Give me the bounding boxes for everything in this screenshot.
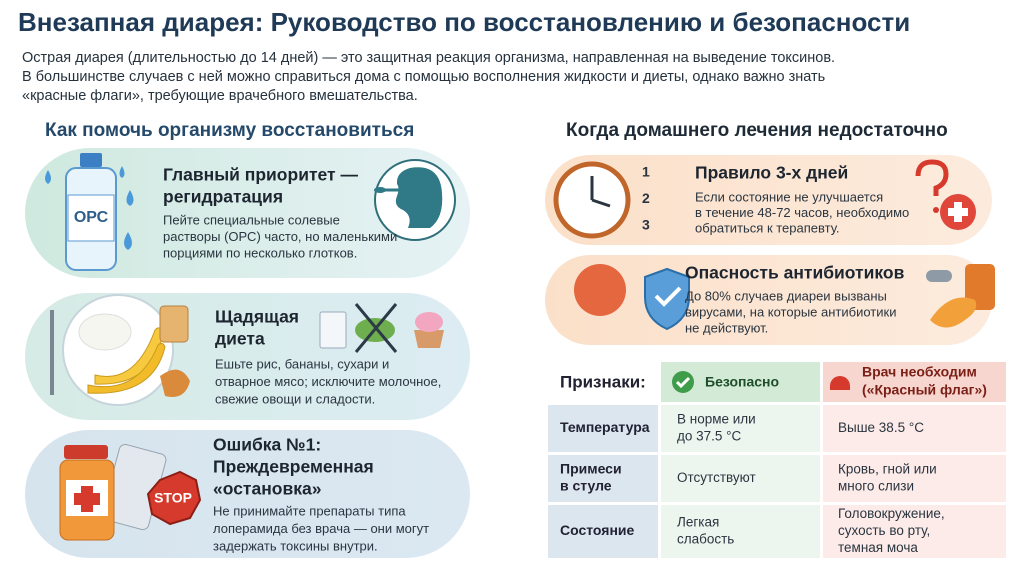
card-text: лоперамида без врача — они могут [213,521,429,536]
card-title: Преждевременная [213,457,374,477]
row-label: Температура [560,419,650,435]
card-bg [545,155,992,245]
card-text: обратиться к терапевту. [695,220,840,235]
card-text: задержать токсины внутри. [213,538,378,553]
row-label: Состояние [560,522,635,538]
table-cell-text: Головокружение, [838,506,945,521]
clock-mark: 2 [642,190,650,206]
card-text: свежие овощи и сладости. [215,391,375,406]
card-text: не действуют. [685,320,768,335]
card-text: в течение 48-72 часов, необходимо [695,205,909,220]
table-cell-text: до 37.5 °C [677,429,742,444]
pills-icon [59,443,202,541]
table-cell-text: Выше 38.5 °C [838,420,924,435]
card-text: До 80% случаев диареи вызваны [685,288,887,303]
card-title: Ошибка №1: [213,435,321,455]
table-cell-text: сухость во рту, [838,523,930,538]
clock-mark: 3 [642,217,650,233]
table-cell-text: Легкая [677,515,719,530]
clock-mark: 1 [642,164,650,180]
card-title: Главный приоритет — [163,165,358,185]
page-title: Внезапная диарея: Руководство по восстан… [18,7,910,37]
card-text: Если состояние не улучшается [695,189,883,204]
section-heading: Как помочь организму восстановиться [45,120,414,141]
card-title: «остановка» [213,479,321,499]
card-title: диета [215,329,265,349]
siren-icon [830,376,850,390]
card-title: Щадящая [215,307,299,327]
table-cell [661,405,820,452]
card-text: отварное мясо; исключите молочное, [215,374,441,389]
table-header: Безопасно [705,374,779,390]
row-label: Примеси [560,461,622,477]
table-cell [823,405,1006,452]
card-text: Ешьте рис, бананы, сухари и [215,356,389,371]
table-cell [823,505,1006,558]
card-text: Пейте специальные солевые [163,212,340,227]
table-body [548,405,1006,558]
table-cell-text: слабость [677,532,734,547]
table-header-bg [823,362,1006,402]
table-cell-text: Кровь, гной или [838,462,937,477]
table-cell [661,505,820,558]
intro-line: В большинстве случаев с ней можно справи… [22,69,825,85]
card-title: Правило 3-х дней [695,163,848,183]
table-header: Врач необходим [862,364,977,380]
clock-icon [553,159,976,239]
row-label: в стуле [560,478,612,494]
table-cell [548,455,658,502]
card-text: Не принимайте препараты типа [213,503,406,518]
table-cell-text: В норме или [677,412,756,427]
card-text: растворы (ОРС) часто, но маленькими [163,229,397,244]
virus-shield-icon [574,264,995,331]
icon-label: STOP [154,490,192,506]
table-header: Признаки: [560,372,646,391]
card-text: вирусами, на которые антибиотики [685,304,896,319]
table-cell [548,405,658,452]
plate-icon [50,294,444,406]
card-title: Опасность антибиотиков [685,263,905,283]
table-cell [661,455,820,502]
card-bg [25,148,470,278]
table-cell-text: Отсутствуют [677,470,756,485]
table-cell [548,505,658,558]
bottle-icon [45,153,134,271]
intro-line: Острая диарея (длительностью до 14 дней)… [22,50,835,66]
icon-label: ОРС [74,209,109,226]
table-cell-text: много слизи [838,479,914,494]
section-heading: Когда домашнего лечения недостаточно [566,120,948,141]
drinking-icon [374,159,456,241]
table-header: («Красный флаг») [862,382,987,398]
intro-line: «красные флаги», требующие врачебного вм… [22,88,418,104]
card-text: порциями по несколько глотков. [163,245,357,260]
table-cell-text: темная моча [838,540,918,555]
table-cell [823,455,1006,502]
card-title: регидратация [163,187,283,207]
